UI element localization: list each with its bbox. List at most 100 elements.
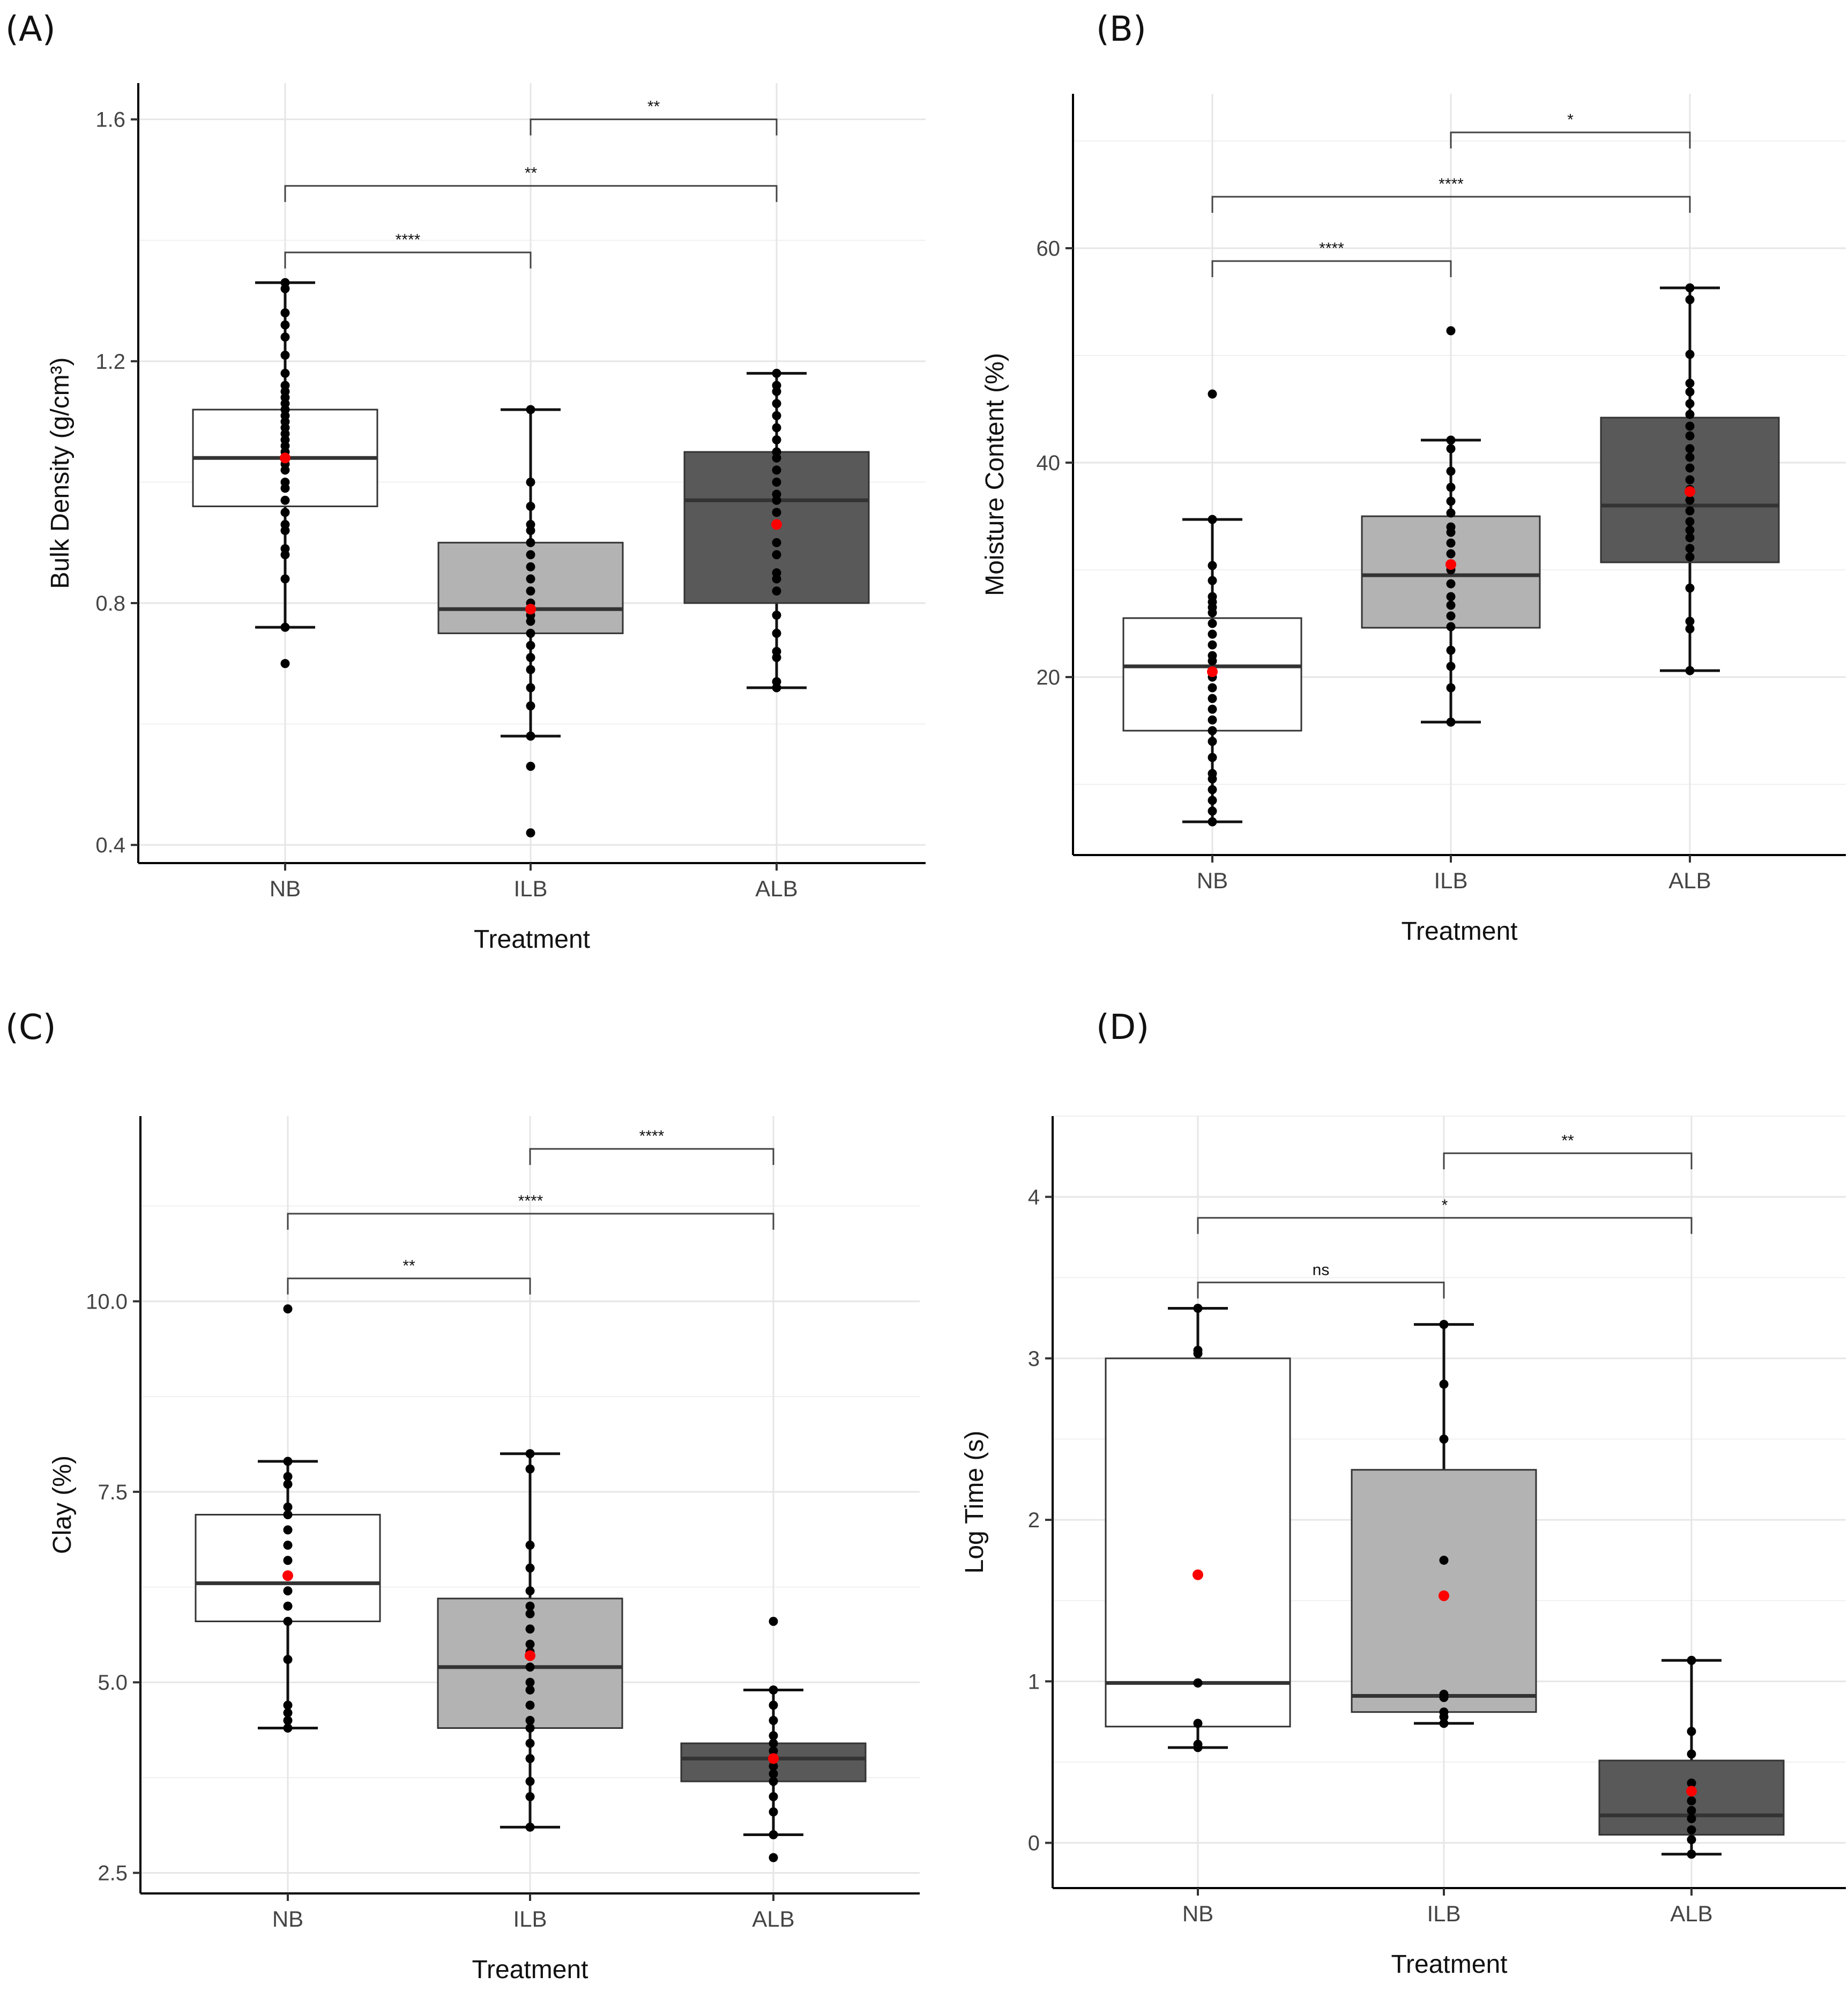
data-point [772,368,781,378]
bracket-line [1443,1152,1693,1170]
y-tick-label: 3 [1028,1347,1040,1371]
data-point [283,1472,293,1481]
data-point [526,477,535,487]
data-point [1685,495,1695,505]
data-point [769,1807,778,1817]
x-tick-label: ILB [1427,1901,1460,1926]
data-point [1685,431,1695,441]
box-alb [1598,1655,1785,1859]
y-tick-label: 10.0 [86,1290,128,1313]
bracket-line [1450,131,1691,148]
data-point [280,544,290,553]
data-point [1208,715,1217,725]
data-point [772,381,781,390]
data-point [1446,611,1456,621]
x-tick-label: ALB [1670,1901,1712,1926]
data-point [526,653,535,663]
mean-point [1685,486,1695,497]
x-tick-label: ALB [1668,868,1711,893]
data-point [1439,1379,1449,1389]
y-tick-label: 4 [1028,1186,1040,1209]
data-point [1446,508,1456,518]
mean-point [1439,1590,1449,1601]
chart-bulk-density: ********0.40.81.21.6NB ILB ALBTreatmentBul… [46,83,926,954]
data-point [1208,576,1217,585]
data-point [526,519,535,529]
data-point [1446,579,1456,589]
bracket-line [284,251,532,269]
data-point [283,1715,293,1725]
data-point [283,1617,293,1626]
data-point [769,1715,778,1725]
data-point [1208,753,1217,762]
bracket-line [287,1277,531,1295]
box-alb [683,368,870,693]
data-point [1685,444,1695,454]
data-point [769,1853,778,1862]
y-axis-title: Clay (%) [48,1455,77,1554]
data-point [525,1540,535,1550]
data-point [1446,326,1456,336]
data-point [769,1731,778,1741]
y-tick-label: 7.5 [98,1481,128,1504]
box-alb [1600,283,1780,675]
mean-point [1686,1786,1697,1797]
data-point [772,611,781,620]
data-point [1685,410,1695,419]
data-point [1685,283,1695,293]
x-tick-label: ALB [755,876,798,901]
data-point [1446,538,1456,548]
data-point [1687,1796,1696,1806]
box-nb [195,1304,381,1733]
data-point [769,1769,778,1779]
data-point [525,1586,535,1596]
data-point [772,586,781,596]
significance-bracket: ns [1197,1261,1445,1299]
data-point [280,320,290,330]
data-point [526,828,535,838]
data-point [525,1792,535,1801]
data-point [772,550,781,560]
data-point [1208,640,1217,650]
y-tick-label: 0 [1028,1832,1040,1855]
data-point [525,1685,535,1695]
data-point [1687,1727,1696,1736]
data-point [1208,737,1217,746]
data-point [769,1830,778,1840]
box-ilb [1351,1320,1537,1728]
panel-label-d: (D) [1096,1008,1150,1047]
data-point [283,1540,293,1550]
data-point [1685,666,1695,675]
mean-point [280,452,290,464]
box-ilb [437,1449,623,1832]
bracket-line [287,1213,774,1230]
panel-label-b: (B) [1096,10,1146,49]
data-point [772,568,781,578]
data-point [525,1662,535,1672]
significance-label: ** [647,98,660,116]
data-point [1446,645,1456,655]
box-alb [680,1617,867,1862]
data-point [283,1304,293,1314]
data-point [1208,726,1217,736]
data-point [280,308,290,318]
significance-label: **** [1439,175,1464,193]
significance-label: **** [396,231,421,249]
data-point [283,1708,293,1718]
data-point [772,411,781,420]
significance-bracket: * [1450,111,1691,148]
data-point [1446,435,1456,445]
data-point [280,332,290,342]
data-point [526,762,535,771]
significance-label: ** [1561,1132,1574,1149]
data-point [772,647,781,656]
data-point [1439,1435,1449,1444]
data-point [283,1723,293,1733]
significance-bracket: **** [287,1192,774,1230]
data-point [1687,1849,1696,1859]
data-point [1446,496,1456,506]
chart-clay: **********2.55.07.510.0NB ILB ALBTreatment… [48,1116,920,1984]
data-point [769,1685,778,1695]
